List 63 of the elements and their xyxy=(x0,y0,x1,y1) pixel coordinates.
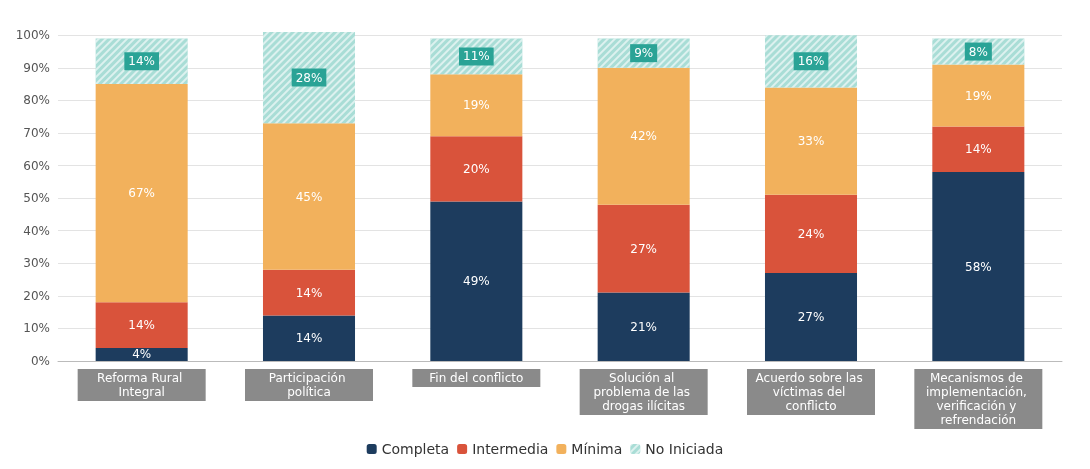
data-label: 14% xyxy=(965,142,992,157)
y-tick-label: 70% xyxy=(23,125,50,140)
data-label: 24% xyxy=(797,226,825,241)
legend-label: Completa xyxy=(381,441,450,457)
data-label: 33% xyxy=(797,134,825,149)
y-tick-label: 0% xyxy=(30,354,50,368)
data-label: 14% xyxy=(295,285,323,300)
x-tick-label: Acuerdo sobre las víctimas del conflicto xyxy=(755,371,867,413)
x-tick-label: Fin del conflicto xyxy=(429,371,524,385)
y-tick-label: 100% xyxy=(15,28,50,43)
x-tick-label: Reforma Rural Integral xyxy=(97,371,187,399)
bar xyxy=(95,84,188,303)
bar xyxy=(262,315,356,361)
y-tick-label: 60% xyxy=(23,158,50,173)
y-tick-label: 10% xyxy=(23,321,50,336)
legend-label: Mínima xyxy=(571,441,623,457)
bar xyxy=(262,123,356,270)
data-label: 28% xyxy=(295,70,323,85)
bar xyxy=(932,172,1025,361)
data-label: 27% xyxy=(630,241,657,256)
bar xyxy=(95,302,188,348)
bar xyxy=(430,74,523,137)
bar xyxy=(597,67,690,205)
data-label: 14% xyxy=(128,54,155,69)
data-label: 27% xyxy=(797,310,825,325)
y-tick-label: 90% xyxy=(23,60,50,75)
x-tick-label: Participación política xyxy=(268,371,350,399)
data-label: 16% xyxy=(797,54,825,69)
data-label: 58% xyxy=(965,259,992,274)
bar xyxy=(430,136,523,202)
data-label: 49% xyxy=(463,274,490,289)
data-label: 67% xyxy=(128,186,155,201)
data-label: 42% xyxy=(630,129,657,144)
x-tick-label: Solución al problema de las drogas ilícitas xyxy=(593,371,694,413)
bar xyxy=(430,201,523,361)
data-label: 45% xyxy=(295,189,323,204)
y-tick-label: 40% xyxy=(23,223,50,238)
data-label: 14% xyxy=(128,318,155,333)
data-label: 20% xyxy=(463,161,490,176)
y-tick-label: 20% xyxy=(23,288,50,303)
data-label: 11% xyxy=(463,49,490,64)
data-label: 4% xyxy=(132,347,152,362)
bar xyxy=(764,87,858,195)
legend-label: No Iniciada xyxy=(645,441,724,457)
y-tick-label: 80% xyxy=(23,93,50,108)
data-label: 8% xyxy=(968,44,988,59)
data-label: 9% xyxy=(634,46,654,61)
data-label: 21% xyxy=(630,319,657,334)
data-label: 14% xyxy=(295,331,323,346)
bar xyxy=(932,126,1025,173)
bar xyxy=(597,292,690,361)
bar xyxy=(932,64,1025,127)
bar xyxy=(764,194,858,274)
bar xyxy=(764,273,858,361)
bar xyxy=(597,204,690,293)
x-tick-label: Mecanismos de implementación, verificación y refrendación xyxy=(926,371,1031,427)
data-label: 19% xyxy=(463,98,490,113)
bar xyxy=(262,269,356,316)
y-tick-label: 30% xyxy=(23,256,50,271)
y-tick-label: 50% xyxy=(23,191,50,206)
legend-label: Intermedia xyxy=(472,441,549,457)
bar xyxy=(95,347,188,361)
data-label: 19% xyxy=(965,88,992,103)
